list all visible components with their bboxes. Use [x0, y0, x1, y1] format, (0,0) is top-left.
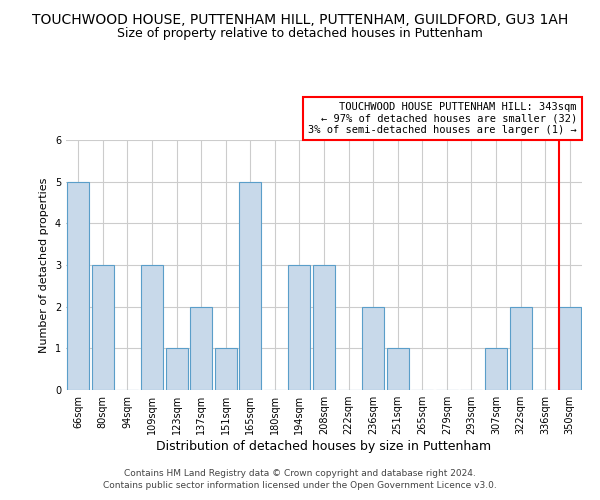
Bar: [362, 306, 384, 390]
Text: TOUCHWOOD HOUSE PUTTENHAM HILL: 343sqm
← 97% of detached houses are smaller (32): TOUCHWOOD HOUSE PUTTENHAM HILL: 343sqm ←…: [308, 102, 577, 135]
Bar: [509, 306, 532, 390]
Bar: [239, 182, 262, 390]
Bar: [141, 265, 163, 390]
Bar: [166, 348, 188, 390]
Bar: [92, 265, 114, 390]
Text: Contains HM Land Registry data © Crown copyright and database right 2024.: Contains HM Land Registry data © Crown c…: [124, 468, 476, 477]
Bar: [289, 265, 310, 390]
Bar: [67, 182, 89, 390]
Bar: [559, 306, 581, 390]
Bar: [190, 306, 212, 390]
Bar: [485, 348, 507, 390]
Y-axis label: Number of detached properties: Number of detached properties: [40, 178, 49, 352]
Text: TOUCHWOOD HOUSE, PUTTENHAM HILL, PUTTENHAM, GUILDFORD, GU3 1AH: TOUCHWOOD HOUSE, PUTTENHAM HILL, PUTTENH…: [32, 12, 568, 26]
Text: Contains public sector information licensed under the Open Government Licence v3: Contains public sector information licen…: [103, 481, 497, 490]
Bar: [215, 348, 237, 390]
Text: Size of property relative to detached houses in Puttenham: Size of property relative to detached ho…: [117, 28, 483, 40]
Bar: [313, 265, 335, 390]
Bar: [386, 348, 409, 390]
X-axis label: Distribution of detached houses by size in Puttenham: Distribution of detached houses by size …: [157, 440, 491, 453]
